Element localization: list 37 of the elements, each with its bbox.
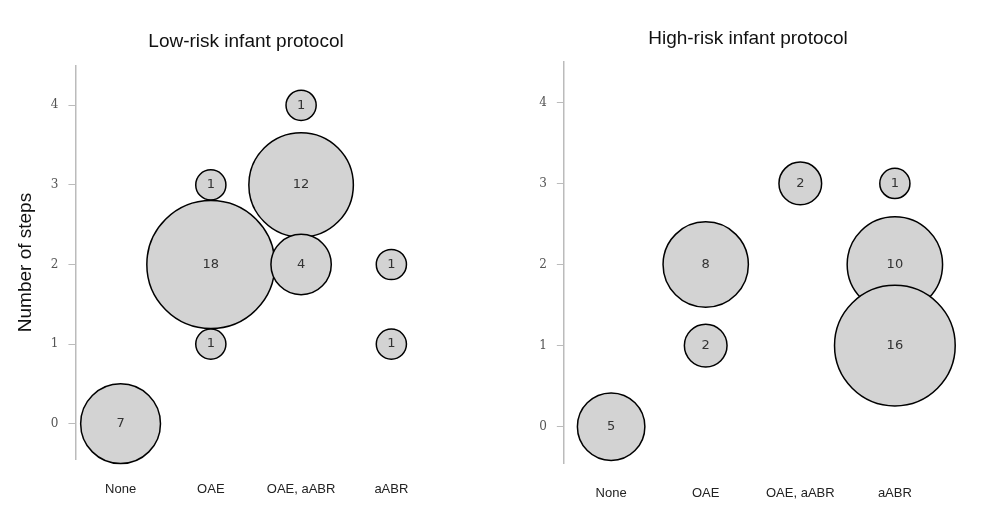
- data-label: 2: [796, 174, 805, 190]
- data-label: 1: [206, 176, 215, 192]
- data-label: 1: [387, 335, 396, 351]
- data-label: 1: [890, 174, 900, 190]
- data-label: 16: [886, 336, 904, 352]
- data-label: 1: [387, 255, 396, 271]
- data-label: 1: [296, 96, 306, 112]
- data-label: 5: [606, 418, 616, 434]
- data-label: 2: [701, 336, 710, 352]
- x-tick-label: aABR: [374, 480, 409, 496]
- data-label: 1: [206, 335, 215, 351]
- x-tick-label: OAE, aABR: [266, 480, 336, 496]
- y-tick-label: 1: [50, 336, 59, 351]
- y-tick-label: 3: [539, 175, 547, 190]
- y-axis-title: Number of steps: [13, 192, 35, 333]
- x-tick-label: None: [595, 484, 627, 500]
- y-tick-label: 2: [50, 256, 59, 271]
- data-label: 12: [292, 176, 310, 192]
- y-tick-label: 2: [539, 256, 547, 271]
- y-tick-label: 0: [539, 418, 547, 433]
- chart-title: Low-risk infant protocol: [148, 30, 344, 52]
- data-label: 8: [701, 255, 710, 271]
- data-label: 18: [202, 255, 220, 271]
- chart-title: High-risk infant protocol: [648, 26, 848, 48]
- x-tick-label: None: [105, 480, 137, 496]
- y-tick-label: 4: [50, 97, 59, 112]
- x-tick-label: OAE, aABR: [765, 484, 835, 500]
- data-label: 4: [296, 255, 306, 271]
- y-tick-label: 4: [539, 94, 548, 109]
- x-tick-label: OAE: [691, 484, 720, 500]
- y-tick-label: 3: [50, 177, 59, 192]
- y-tick-label: 0: [50, 415, 59, 430]
- data-label: 10: [886, 255, 904, 271]
- y-tick-label: 1: [539, 337, 547, 352]
- data-label: 7: [116, 415, 125, 431]
- x-tick-label: OAE: [197, 480, 225, 496]
- x-tick-label: aABR: [877, 484, 912, 500]
